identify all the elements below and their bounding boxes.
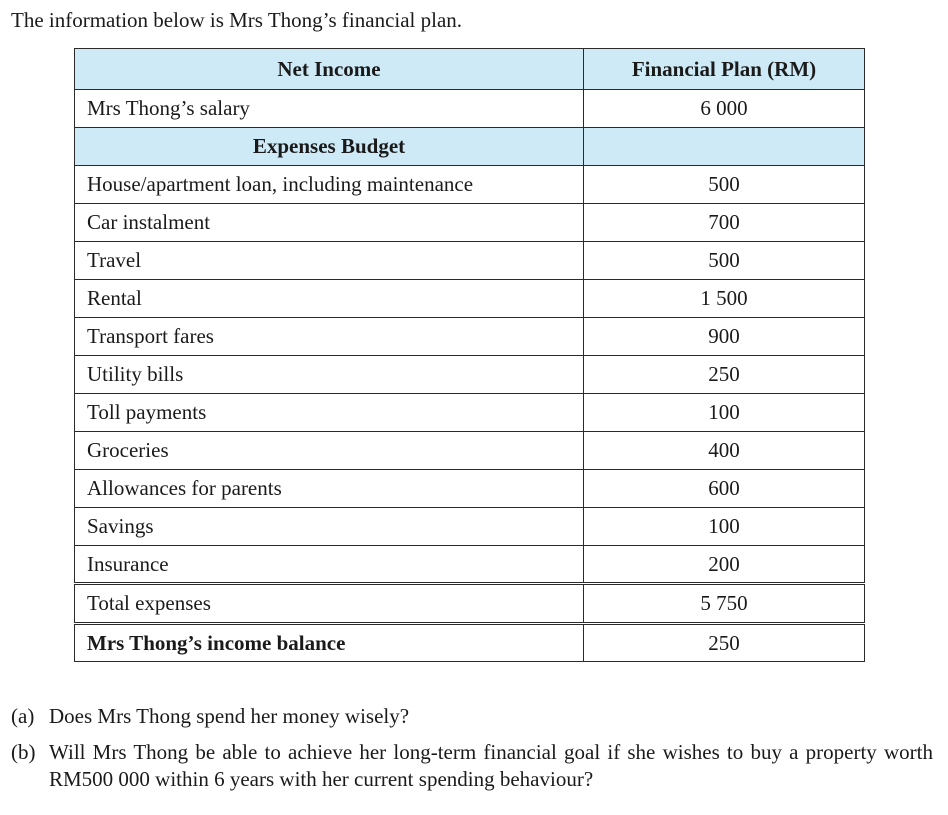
expense-value: 900 xyxy=(583,317,865,356)
question-b-marker: (b) xyxy=(11,740,36,764)
expense-value: 200 xyxy=(583,545,865,584)
expense-label: Savings xyxy=(74,507,584,546)
balance-row: Mrs Thong’s income balance 250 xyxy=(74,623,865,662)
expense-label: House/apartment loan, including maintena… xyxy=(74,165,584,204)
question-b: (b) Will Mrs Thong be able to achieve he… xyxy=(11,739,933,793)
questions: (a) Does Mrs Thong spend her money wisel… xyxy=(11,703,933,802)
salary-row: Mrs Thong’s salary 6 000 xyxy=(74,89,865,128)
question-a-marker: (a) xyxy=(11,704,35,728)
total-row: Total expenses 5 750 xyxy=(74,582,865,625)
expense-label: Allowances for parents xyxy=(74,469,584,508)
expense-label: Transport fares xyxy=(74,317,584,356)
table-row: Allowances for parents 600 xyxy=(74,469,865,508)
table-row: House/apartment loan, including maintena… xyxy=(74,165,865,204)
expenses-heading: Expenses Budget xyxy=(74,127,584,166)
question-a: (a) Does Mrs Thong spend her money wisel… xyxy=(11,703,933,730)
expense-label: Travel xyxy=(74,241,584,280)
expense-value: 100 xyxy=(583,507,865,546)
expense-value: 100 xyxy=(583,393,865,432)
header-net-income: Net Income xyxy=(74,48,584,90)
expense-value: 700 xyxy=(583,203,865,242)
question-b-text: Will Mrs Thong be able to achieve her lo… xyxy=(49,740,933,791)
expense-value: 400 xyxy=(583,431,865,470)
expense-value: 250 xyxy=(583,355,865,394)
expense-label: Rental xyxy=(74,279,584,318)
expense-value: 1 500 xyxy=(583,279,865,318)
table-row: Travel 500 xyxy=(74,241,865,280)
table-header-row: Net Income Financial Plan (RM) xyxy=(74,48,865,90)
table-row: Utility bills 250 xyxy=(74,355,865,394)
balance-label: Mrs Thong’s income balance xyxy=(74,623,584,662)
salary-label: Mrs Thong’s salary xyxy=(74,89,584,128)
intro-text: The information below is Mrs Thong’s fin… xyxy=(11,8,463,32)
total-value: 5 750 xyxy=(583,582,865,625)
expenses-heading-blank xyxy=(583,127,865,166)
total-label: Total expenses xyxy=(74,582,584,625)
table-row: Rental 1 500 xyxy=(74,279,865,318)
expense-label: Insurance xyxy=(74,545,584,584)
expense-label: Toll payments xyxy=(74,393,584,432)
header-financial-plan: Financial Plan (RM) xyxy=(583,48,865,90)
table-row: Groceries 400 xyxy=(74,431,865,470)
expense-label: Utility bills xyxy=(74,355,584,394)
table-row: Savings 100 xyxy=(74,507,865,546)
expense-value: 500 xyxy=(583,165,865,204)
balance-value: 250 xyxy=(583,623,865,662)
table-row: Toll payments 100 xyxy=(74,393,865,432)
salary-value: 6 000 xyxy=(583,89,865,128)
expense-label: Car instalment xyxy=(74,203,584,242)
table-row: Insurance 200 xyxy=(74,545,865,584)
table-row: Car instalment 700 xyxy=(74,203,865,242)
expense-value: 500 xyxy=(583,241,865,280)
expenses-heading-row: Expenses Budget xyxy=(74,127,865,166)
table-row: Transport fares 900 xyxy=(74,317,865,356)
financial-plan-table: Net Income Financial Plan (RM) Mrs Thong… xyxy=(74,48,865,662)
question-a-text: Does Mrs Thong spend her money wisely? xyxy=(49,704,410,728)
expense-label: Groceries xyxy=(74,431,584,470)
expense-value: 600 xyxy=(583,469,865,508)
